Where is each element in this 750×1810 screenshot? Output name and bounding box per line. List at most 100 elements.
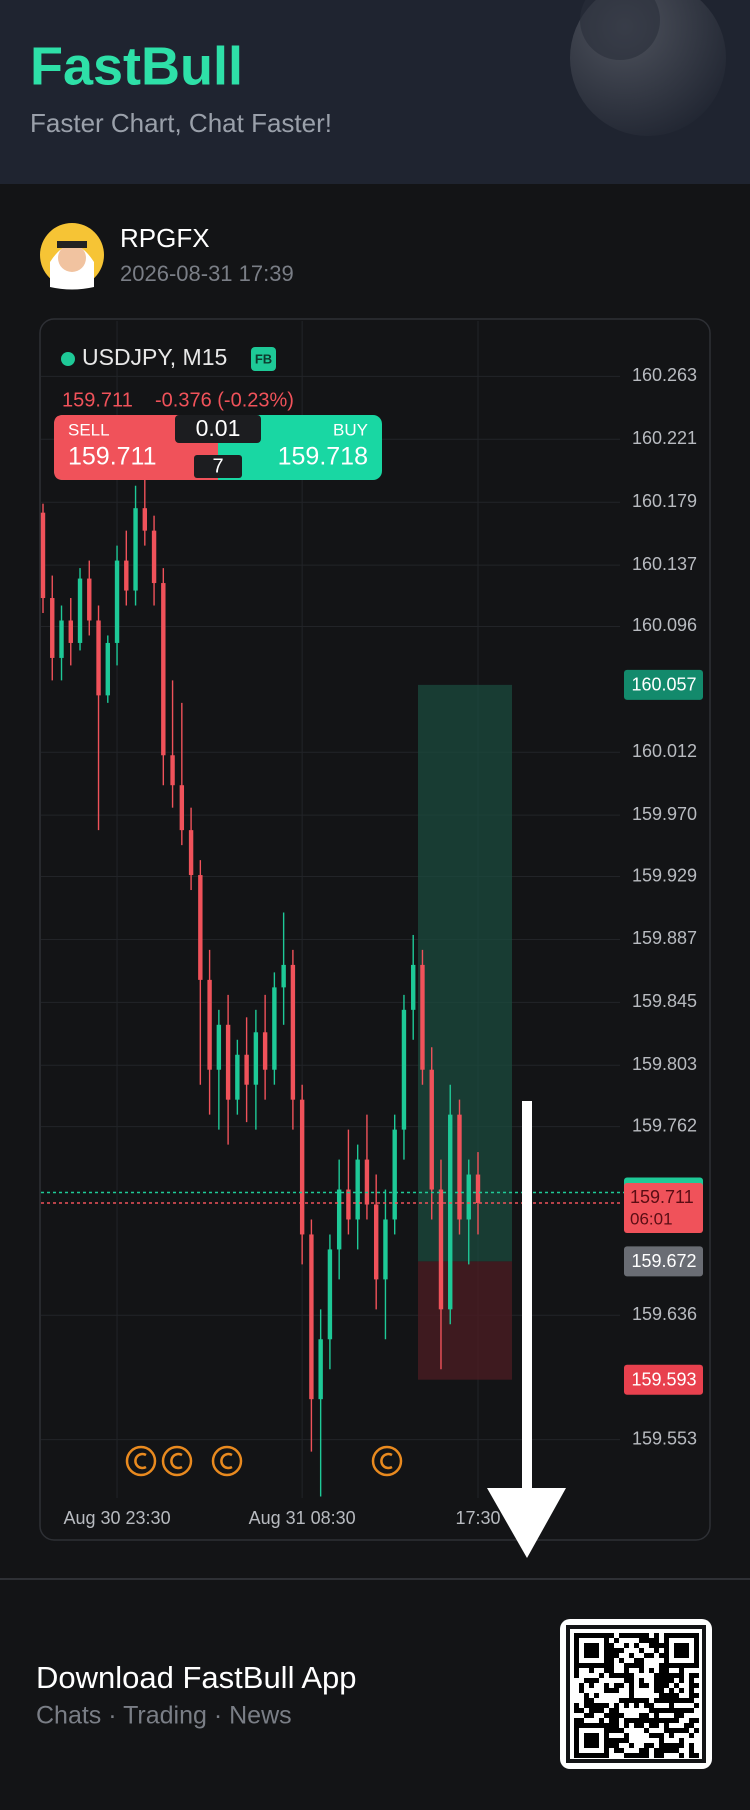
qr-cell (644, 1718, 649, 1723)
qr-cell (604, 1683, 609, 1688)
qr-cell (609, 1668, 614, 1673)
qr-cell (689, 1733, 694, 1738)
qr-cell (689, 1688, 694, 1693)
qr-cell (669, 1698, 674, 1703)
qr-cell (634, 1703, 639, 1708)
qr-cell (639, 1698, 644, 1703)
qr-cell (679, 1678, 684, 1683)
qr-cell (649, 1723, 654, 1728)
sell-price: 159.711 (68, 443, 157, 471)
qr-cell (679, 1713, 684, 1718)
qr-finder (574, 1723, 609, 1758)
qr-cell (654, 1643, 659, 1648)
countdown: 06:01 (630, 1209, 673, 1228)
qr-cell (674, 1743, 679, 1748)
qr-cell (689, 1698, 694, 1703)
y-tick-label: 159.762 (632, 1115, 697, 1135)
qr-cell (689, 1708, 694, 1713)
qr-cell (659, 1698, 664, 1703)
candle-body (336, 1189, 342, 1250)
qr-cell (614, 1688, 619, 1693)
candle-body (355, 1159, 360, 1220)
qr-cell (654, 1713, 659, 1718)
qr-cell (684, 1708, 689, 1713)
qr-cell (659, 1683, 664, 1688)
qr-cell (604, 1713, 609, 1718)
qr-cell (594, 1693, 599, 1698)
qr-cell (639, 1723, 644, 1728)
candle-body (151, 530, 157, 584)
candle-body (392, 1129, 397, 1220)
candle-body (281, 964, 286, 988)
candle-body (105, 642, 110, 696)
qr-cell (644, 1653, 649, 1658)
qr-cell (639, 1713, 644, 1718)
qr-cell (654, 1673, 659, 1678)
candle-body (170, 755, 175, 786)
qr-cell (664, 1693, 669, 1698)
qr-cell (659, 1708, 664, 1713)
qr-cell (609, 1663, 614, 1668)
qr-cell (619, 1713, 624, 1718)
qr-cell (619, 1738, 624, 1743)
qr-cell (649, 1733, 654, 1738)
y-tick-label: 159.887 (632, 928, 697, 948)
qr-cell (664, 1743, 669, 1748)
candle-body (96, 620, 101, 696)
qr-cell (619, 1748, 624, 1753)
qr-cell (659, 1738, 664, 1743)
qr-cell (644, 1633, 649, 1638)
qr-cell (679, 1753, 684, 1758)
qr-cell (584, 1678, 589, 1683)
qr-cell (679, 1688, 684, 1693)
qr-cell (609, 1633, 614, 1638)
qr-finder-core (584, 1733, 599, 1748)
qr-cell (574, 1718, 579, 1723)
qr-cell (669, 1678, 674, 1683)
qr-finder (574, 1633, 609, 1668)
candle-body (244, 1054, 249, 1085)
avatar (40, 223, 104, 290)
candle-body (429, 1069, 434, 1190)
qr-cell (659, 1673, 664, 1678)
y-tick-label: 159.970 (632, 804, 697, 824)
qr-cell (694, 1673, 699, 1678)
qr-cell (684, 1728, 689, 1733)
qr-cell (634, 1658, 639, 1663)
qr-cell (599, 1708, 604, 1713)
qr-cell (609, 1708, 614, 1713)
candle-body (77, 578, 83, 643)
qr-cell (589, 1713, 594, 1718)
qr-cell (654, 1648, 659, 1653)
lot-box[interactable] (175, 415, 261, 443)
bid-tag: 159.711 (630, 1187, 694, 1207)
qr-cell (609, 1738, 614, 1743)
qr-cell (634, 1633, 639, 1638)
candle-body (411, 964, 416, 1010)
candle-body (318, 1339, 323, 1400)
x-tick-label: Aug 31 08:30 (249, 1508, 356, 1528)
qr-cell (574, 1708, 579, 1713)
qr-cell (669, 1728, 674, 1733)
qr-cell (644, 1713, 649, 1718)
qr-cell (689, 1683, 694, 1688)
qr-cell (679, 1698, 684, 1703)
qr-cell (654, 1688, 659, 1693)
qr-cell (644, 1638, 649, 1643)
qr-cell (579, 1683, 584, 1688)
qr-cell (644, 1753, 649, 1758)
qr-cell (689, 1693, 694, 1698)
qr-cell (694, 1718, 699, 1723)
qr-cell (654, 1698, 659, 1703)
qr-cell (609, 1673, 614, 1678)
qr-cell (649, 1668, 654, 1673)
qr-cell (679, 1673, 684, 1678)
footer-subtitle: Chats · Trading · News (36, 1702, 292, 1730)
qr-cell (694, 1753, 699, 1758)
candle-body (383, 1219, 388, 1280)
qr-cell (659, 1693, 664, 1698)
qr-cell (629, 1683, 634, 1688)
buy-label: BUY (333, 420, 368, 439)
qr-cell (599, 1673, 604, 1678)
